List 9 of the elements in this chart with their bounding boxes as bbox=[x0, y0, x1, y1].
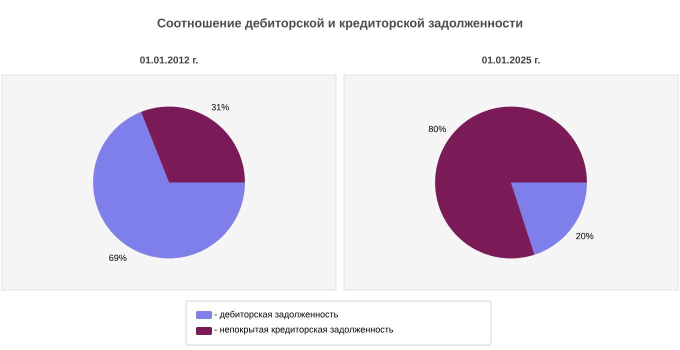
legend-label: - дебиторская задолженность bbox=[214, 310, 338, 320]
chart-subtitle: 01.01.2025 г. bbox=[482, 56, 540, 64]
data-label: 69% bbox=[109, 254, 126, 262]
legend-label: - непокрытая кредиторская задолженность bbox=[214, 328, 394, 334]
chart-title: Соотношение дебиторской и кредиторской задолженности bbox=[158, 18, 522, 30]
data-label: 20% bbox=[576, 232, 594, 240]
data-label: 80% bbox=[428, 126, 446, 132]
data-label: 31% bbox=[212, 104, 229, 110]
chart-subtitle: 01.01.2012 г. bbox=[140, 56, 198, 64]
